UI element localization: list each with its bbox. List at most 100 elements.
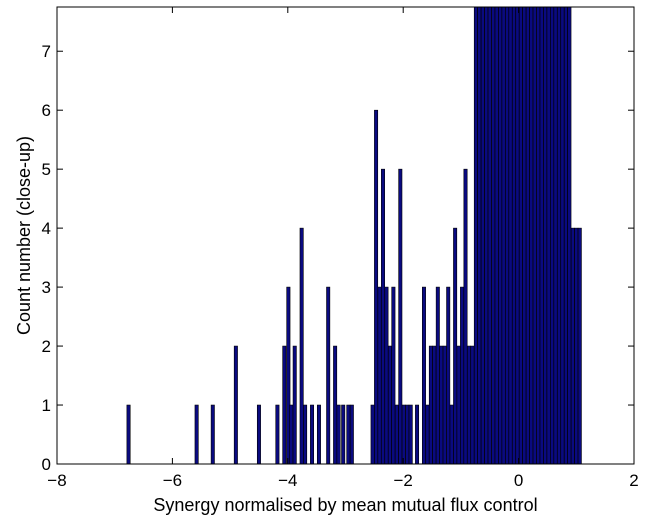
histogram-bar (463, 168, 468, 464)
histogram-bar (498, 7, 503, 464)
histogram-bar (316, 404, 321, 464)
histogram-bar (310, 404, 315, 464)
histogram-bar (536, 7, 541, 464)
histogram-bar (470, 345, 475, 464)
histogram-bar (341, 404, 346, 464)
histogram-bar (491, 7, 496, 464)
x-tick-label: −6 (163, 471, 182, 490)
histogram-bar (233, 345, 238, 464)
histogram-bar (480, 7, 485, 464)
histogram-bar (256, 404, 261, 464)
histogram-bar (484, 7, 489, 464)
histogram-bar (505, 7, 510, 464)
histogram-bar (377, 286, 382, 464)
histogram-bar (577, 227, 582, 464)
histogram-bar (477, 7, 482, 464)
histogram-bar (518, 7, 523, 464)
histogram-bar (508, 7, 513, 464)
histogram-bar (550, 7, 555, 464)
histogram-bar (391, 286, 396, 464)
histogram-bar (415, 404, 420, 464)
histogram-bar (543, 7, 548, 464)
histogram-bar (453, 227, 458, 464)
histogram-bar (210, 404, 215, 464)
histogram-bar (512, 7, 516, 464)
histogram-bar (567, 7, 572, 464)
y-tick-label: 6 (42, 101, 51, 120)
histogram-bar (501, 7, 506, 464)
histogram-bar (487, 7, 492, 464)
histogram-bar (387, 345, 392, 464)
x-tick-label: −2 (394, 471, 413, 490)
histogram-bar (336, 404, 341, 464)
histogram-bar (126, 404, 131, 464)
histogram-bar (394, 404, 399, 464)
histogram-bar (374, 109, 379, 464)
histogram-bar (522, 7, 527, 464)
histogram-bar (405, 404, 410, 464)
histogram-bar (275, 404, 280, 464)
histogram-bar (446, 286, 451, 464)
histogram-bar (421, 286, 426, 464)
histogram-bar (539, 7, 544, 464)
histogram-bar (525, 7, 530, 464)
histogram-bar (384, 286, 389, 464)
histogram-bar (428, 345, 433, 464)
y-tick-label: 3 (42, 278, 51, 297)
histogram-bar (286, 286, 291, 464)
histogram-bar (398, 168, 403, 464)
histogram-bar (401, 404, 406, 464)
histogram-bar (442, 345, 447, 464)
y-axis-label: Count number (close-up) (14, 136, 34, 335)
histogram-bar (532, 7, 537, 464)
histogram-bar (435, 286, 440, 464)
histogram-bar (515, 7, 520, 464)
y-tick-label: 7 (42, 42, 51, 61)
histogram-bar (370, 404, 375, 464)
y-tick-label: 4 (42, 219, 51, 238)
histogram-bar (473, 7, 478, 464)
histogram-bar (557, 7, 561, 464)
x-tick-label: 2 (629, 471, 638, 490)
y-tick-label: 5 (42, 160, 51, 179)
plot-area-frame (56, 6, 635, 465)
histogram-bar (425, 404, 430, 464)
y-tick-label: 1 (42, 396, 51, 415)
histogram-bar (303, 404, 308, 464)
histogram-bar (563, 7, 568, 464)
histogram-bar (408, 404, 413, 464)
histogram-bar (553, 7, 558, 464)
histogram-bar (349, 404, 354, 464)
histogram-bar (299, 227, 304, 464)
histogram-bar (546, 7, 551, 464)
histogram-bar (560, 7, 565, 464)
y-tick-label: 2 (42, 337, 51, 356)
histogram-bar (529, 7, 534, 464)
histogram-bar (570, 227, 575, 464)
histogram-bar (282, 345, 287, 464)
bars-group (126, 7, 582, 464)
histogram-bar (439, 345, 444, 464)
histogram-bar (381, 168, 385, 464)
x-tick-label: −4 (278, 471, 297, 490)
histogram-bar (289, 404, 294, 464)
histogram-bar (449, 404, 454, 464)
histogram-bar (460, 286, 465, 464)
histogram-bar (574, 227, 579, 464)
histogram-bar (456, 345, 461, 464)
y-tick-label: 0 (42, 455, 51, 474)
x-tick-label: 0 (514, 471, 523, 490)
histogram-bar (333, 345, 338, 464)
histogram-bar (432, 345, 437, 464)
x-axis-label: Synergy normalised by mean mutual flux c… (153, 495, 537, 515)
histogram-bar (292, 345, 297, 464)
histogram-bar (346, 404, 351, 464)
histogram-bar (194, 404, 199, 464)
histogram-bar (467, 345, 471, 464)
x-tick-label: −8 (47, 471, 66, 490)
histogram-bar (326, 286, 331, 464)
x-axis-ticks: −8 −6 −4 −2 0 2 (47, 7, 639, 490)
y-axis-ticks: 0 1 2 3 4 5 6 7 (42, 42, 634, 474)
histogram-bar (494, 7, 499, 464)
